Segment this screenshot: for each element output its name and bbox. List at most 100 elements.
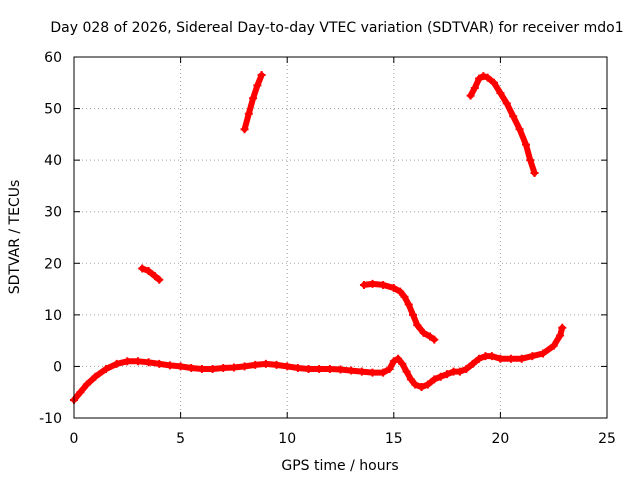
data-point	[257, 71, 266, 80]
data-point	[325, 365, 334, 374]
data-point	[244, 109, 253, 118]
data-point	[479, 72, 488, 81]
data-point	[368, 368, 377, 377]
data-point	[379, 368, 388, 377]
x-tick-label: 10	[278, 431, 296, 447]
data-point	[436, 372, 445, 381]
data-point	[526, 156, 535, 165]
data-point	[389, 357, 398, 366]
data-point	[240, 362, 249, 371]
data-point	[359, 280, 368, 289]
data-point	[470, 83, 479, 92]
data-point	[408, 310, 417, 319]
data-point	[336, 365, 345, 374]
data-point	[155, 275, 164, 284]
series-mid-arc-markers	[359, 279, 439, 344]
y-tick-label: 50	[44, 102, 62, 118]
data-point	[253, 81, 262, 90]
data-point	[219, 363, 228, 372]
data-point	[272, 360, 281, 369]
x-tick-label: 5	[176, 431, 185, 447]
data-point	[396, 287, 405, 296]
data-point	[133, 357, 142, 366]
series-main-track-markers	[70, 323, 567, 404]
data-point	[411, 380, 420, 389]
data-point	[347, 366, 356, 375]
data-point	[389, 284, 398, 293]
data-point	[91, 372, 100, 381]
data-point	[443, 370, 452, 379]
data-point	[176, 362, 185, 371]
series-rising-arc-markers	[240, 71, 266, 134]
data-point	[521, 140, 530, 149]
data-point	[304, 365, 313, 374]
data-point	[144, 267, 153, 276]
data-point	[466, 91, 475, 100]
y-tick-label: -10	[39, 411, 62, 427]
y-tick-label: 30	[44, 205, 62, 221]
data-point	[462, 365, 471, 374]
data-point	[240, 125, 249, 134]
data-point	[530, 169, 539, 178]
data-point	[496, 89, 505, 98]
data-point	[413, 321, 422, 330]
data-point	[82, 380, 91, 389]
series-short-arc-markers	[138, 264, 164, 284]
data-point	[426, 332, 435, 341]
x-tick-label: 25	[598, 431, 616, 447]
data-point	[430, 375, 439, 384]
data-point	[515, 125, 524, 134]
data-point	[283, 362, 292, 371]
data-point	[155, 359, 164, 368]
data-point	[490, 78, 499, 87]
x-tick-label: 15	[385, 431, 403, 447]
series-high-arc-markers	[466, 72, 539, 178]
data-point	[138, 264, 147, 273]
y-tick-label: 0	[53, 359, 62, 375]
y-tick-label: 20	[44, 256, 62, 272]
data-point	[187, 363, 196, 372]
data-point	[419, 328, 428, 337]
series-main-track	[71, 324, 566, 403]
data-point	[165, 361, 174, 370]
data-point	[398, 359, 407, 368]
data-point	[406, 375, 415, 384]
data-point	[402, 367, 411, 376]
data-point	[368, 279, 377, 288]
data-point	[123, 357, 132, 366]
data-point	[475, 74, 484, 83]
data-point	[197, 365, 206, 374]
axis-ticks: 0 5 10 15 20 25 -10 0 10 20 30 40 50 60	[39, 50, 616, 447]
data-point	[509, 112, 518, 121]
data-point	[507, 354, 516, 363]
data-point	[430, 335, 439, 344]
x-tick-label: 0	[70, 431, 79, 447]
x-tick-label: 20	[491, 431, 509, 447]
data-point	[558, 323, 567, 332]
data-point	[549, 341, 558, 350]
data-point	[394, 354, 403, 363]
data-point	[76, 388, 85, 397]
data-point	[357, 367, 366, 376]
data-point	[475, 354, 484, 363]
data-point	[112, 359, 121, 368]
data-point	[417, 383, 426, 392]
plot-frame	[73, 56, 608, 419]
data-point	[249, 94, 258, 103]
data-point	[455, 367, 464, 376]
y-tick-label: 60	[44, 50, 62, 66]
data-point	[144, 358, 153, 367]
data-point	[315, 365, 324, 374]
data-point	[502, 99, 511, 108]
data-point	[261, 359, 270, 368]
data-point	[251, 360, 260, 369]
data-point	[208, 365, 217, 374]
data-point	[556, 331, 565, 340]
data-point	[151, 272, 160, 281]
data-point	[293, 363, 302, 372]
data-point	[487, 352, 496, 361]
data-point	[483, 73, 492, 82]
series-short-arc	[139, 265, 163, 283]
